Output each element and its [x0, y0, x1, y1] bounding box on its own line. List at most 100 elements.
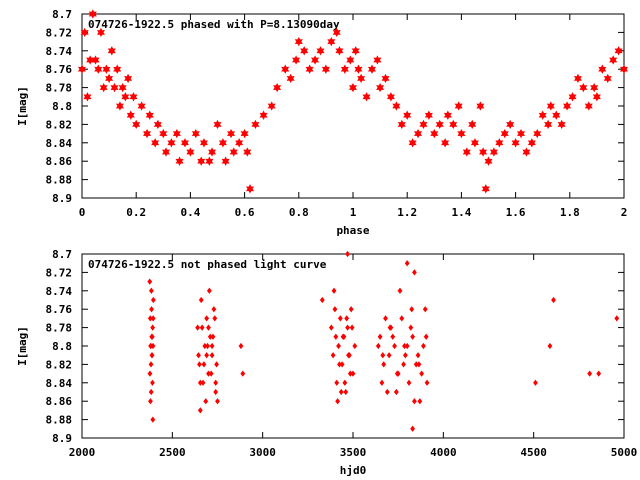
- data-point: [148, 342, 154, 350]
- data-point: [506, 119, 515, 130]
- data-point: [205, 156, 214, 166]
- data-point: [362, 92, 371, 102]
- data-point: [476, 101, 485, 111]
- data-point: [107, 46, 116, 56]
- data-point: [129, 92, 138, 102]
- data-point: [367, 64, 376, 74]
- data-point: [332, 27, 341, 38]
- data-point: [145, 110, 154, 120]
- data-point: [481, 184, 490, 194]
- data-point: [340, 64, 349, 74]
- data-point: [408, 138, 417, 148]
- data-point: [339, 361, 345, 368]
- data-point: [147, 370, 153, 377]
- data-point: [126, 110, 135, 120]
- data-point: [229, 147, 238, 157]
- y-axis-label: I[mag]: [16, 326, 29, 366]
- data-point: [348, 82, 358, 93]
- y-tick-label: 8.86: [46, 155, 73, 168]
- data-point: [102, 64, 111, 74]
- data-point: [316, 46, 325, 56]
- data-point: [240, 128, 249, 139]
- data-point: [91, 55, 100, 65]
- data-point: [147, 278, 153, 285]
- data-point: [397, 287, 403, 294]
- data-point: [148, 388, 154, 396]
- data-point: [208, 370, 214, 377]
- data-point: [393, 388, 399, 396]
- x-tick-label: 2500: [159, 446, 186, 459]
- data-point: [454, 101, 463, 111]
- data-point: [527, 138, 536, 148]
- data-point: [332, 306, 338, 313]
- y-tick-label: 8.9: [52, 192, 72, 205]
- data-point: [175, 156, 184, 166]
- y-tick-label: 8.8: [52, 340, 72, 353]
- data-point: [416, 361, 422, 368]
- data-point: [191, 128, 200, 139]
- data-point: [495, 138, 504, 148]
- data-point: [243, 147, 252, 157]
- data-point: [83, 92, 92, 102]
- data-point: [557, 119, 566, 130]
- data-point: [327, 36, 336, 47]
- data-point: [533, 379, 538, 386]
- data-point: [143, 128, 152, 139]
- data-point: [211, 306, 217, 313]
- data-point: [267, 101, 276, 111]
- data-point: [300, 46, 309, 56]
- data-point: [547, 342, 553, 350]
- data-point: [336, 342, 341, 350]
- data-point: [430, 128, 439, 139]
- y-tick-label: 8.8: [52, 100, 72, 113]
- data-point: [414, 128, 423, 139]
- data-point: [213, 388, 219, 396]
- data-point: [584, 101, 593, 111]
- y-tick-label: 8.86: [46, 395, 73, 408]
- data-point: [337, 315, 343, 322]
- data-point: [579, 82, 588, 93]
- data-point: [88, 9, 97, 19]
- data-point: [105, 73, 114, 84]
- y-tick-label: 8.74: [46, 45, 73, 58]
- data-point: [147, 315, 153, 322]
- data-point: [159, 128, 168, 139]
- x-tick-label: 1: [350, 206, 357, 219]
- data-point: [379, 379, 385, 386]
- data-point: [457, 128, 466, 139]
- data-point: [342, 379, 348, 386]
- data-point: [375, 342, 381, 350]
- data-point: [412, 269, 417, 276]
- data-point: [354, 64, 363, 74]
- chart-title: 074726-1922.5 phased with P=8.13090day: [88, 18, 340, 31]
- data-point: [386, 352, 392, 359]
- data-point: [347, 370, 353, 377]
- data-point: [345, 250, 350, 258]
- data-point: [346, 352, 351, 359]
- data-point: [148, 361, 154, 368]
- x-tick-label: 1.6: [506, 206, 526, 219]
- data-point: [435, 119, 444, 130]
- data-point: [331, 287, 337, 294]
- x-tick-label: 4500: [520, 446, 547, 459]
- data-point: [335, 398, 341, 405]
- data-point: [609, 55, 618, 65]
- data-point: [172, 128, 181, 139]
- data-point: [328, 324, 334, 331]
- data-point: [392, 342, 397, 350]
- data-point: [376, 82, 385, 93]
- data-point: [424, 379, 430, 386]
- data-point: [384, 388, 390, 396]
- data-point: [215, 398, 220, 405]
- data-point: [94, 64, 103, 74]
- data-point: [124, 73, 133, 84]
- y-tick-label: 8.7: [52, 8, 72, 21]
- y-tick-label: 8.88: [46, 414, 73, 427]
- data-point: [546, 101, 555, 111]
- data-point: [500, 128, 509, 139]
- data-point: [149, 306, 154, 313]
- data-point: [380, 352, 386, 359]
- data-point: [404, 260, 410, 267]
- data-point: [386, 92, 395, 102]
